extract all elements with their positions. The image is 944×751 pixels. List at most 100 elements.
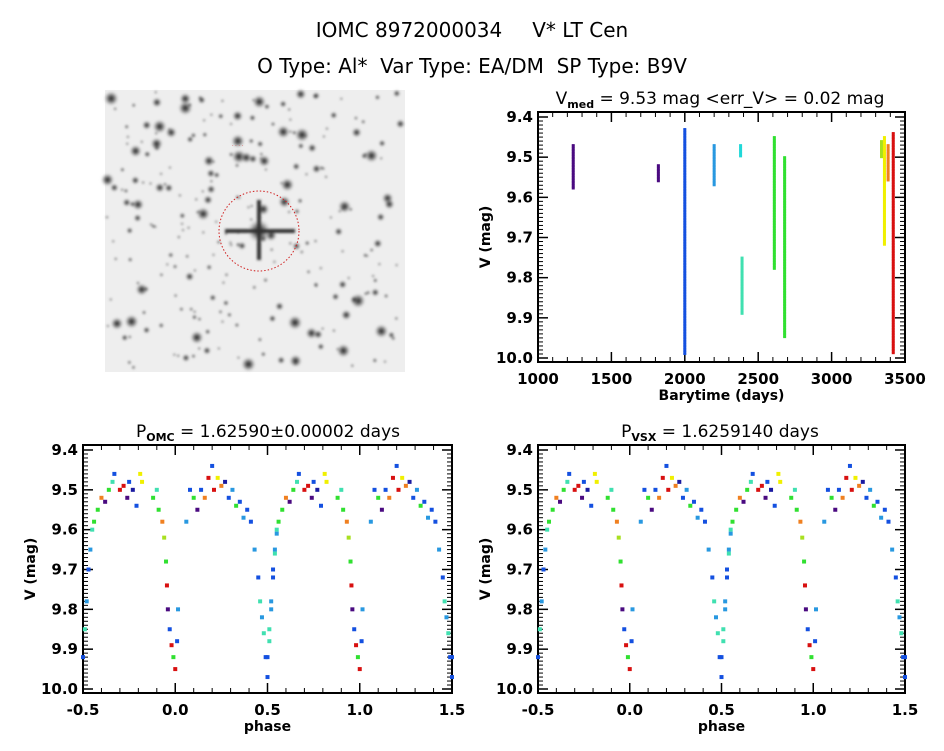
data-point <box>875 499 880 504</box>
data-point <box>683 269 687 272</box>
data-point <box>712 156 716 159</box>
star <box>221 281 226 285</box>
data-point <box>891 297 895 300</box>
data-point <box>783 300 787 303</box>
data-point <box>882 158 886 161</box>
data-point <box>683 163 687 166</box>
data-point <box>683 150 687 153</box>
data-point <box>710 575 715 580</box>
star <box>288 130 292 134</box>
data-point <box>117 487 122 492</box>
data-point <box>882 227 886 230</box>
data-point <box>683 181 687 184</box>
data-point <box>259 615 264 620</box>
data-point <box>740 287 744 290</box>
data-point <box>891 178 895 181</box>
data-point <box>783 193 787 196</box>
data-point <box>683 155 687 158</box>
data-point <box>740 303 744 306</box>
data-point <box>110 479 115 484</box>
star <box>206 169 216 178</box>
data-point <box>683 189 687 192</box>
star <box>224 273 229 277</box>
data-point <box>162 535 167 540</box>
data-point <box>571 185 575 188</box>
data-point <box>739 152 743 155</box>
star <box>120 188 124 192</box>
x-tick-label: 0.0 <box>616 701 643 719</box>
data-point <box>683 182 687 185</box>
data-point <box>886 163 890 166</box>
data-point <box>683 298 687 301</box>
data-point <box>825 487 830 492</box>
data-point <box>160 519 165 524</box>
data-point <box>653 487 658 492</box>
data-point <box>571 168 575 171</box>
data-point <box>721 639 726 644</box>
data-point <box>891 276 895 279</box>
data-point <box>712 148 716 151</box>
star <box>129 144 142 158</box>
data-point <box>772 147 776 150</box>
data-point <box>683 311 687 314</box>
data-point <box>891 201 895 204</box>
data-point <box>783 180 787 183</box>
star <box>341 249 345 253</box>
data-point <box>372 487 377 492</box>
data-point <box>772 254 776 257</box>
star <box>180 222 184 226</box>
data-point <box>437 547 442 552</box>
data-point <box>154 487 159 492</box>
data-point <box>891 337 895 340</box>
data-point <box>712 173 716 176</box>
data-point <box>772 197 776 200</box>
star <box>306 269 311 274</box>
data-point <box>772 219 776 222</box>
data-point <box>683 351 687 354</box>
star <box>234 163 240 168</box>
data-point <box>683 277 687 280</box>
data-point <box>783 260 787 263</box>
data-point <box>880 146 884 149</box>
data-point <box>740 307 744 310</box>
data-point <box>772 136 776 139</box>
data-point <box>772 222 776 225</box>
data-point <box>783 324 787 327</box>
data-point <box>683 256 687 259</box>
data-point <box>772 187 776 190</box>
plot-frame <box>537 111 906 363</box>
data-point <box>656 167 660 170</box>
data-point <box>783 249 787 252</box>
data-point <box>772 227 776 230</box>
star <box>260 351 266 357</box>
data-point <box>783 175 787 178</box>
data-point <box>683 293 687 296</box>
star <box>338 209 342 213</box>
data-point <box>175 639 180 644</box>
data-point <box>683 254 687 257</box>
data-point <box>400 475 405 480</box>
star <box>275 302 284 311</box>
data-point <box>677 479 682 484</box>
data-point <box>683 200 687 203</box>
data-point <box>882 176 886 179</box>
data-point <box>740 263 744 266</box>
data-point <box>739 155 743 158</box>
data-point <box>296 471 301 476</box>
star <box>256 140 264 148</box>
data-point <box>396 487 401 492</box>
data-point <box>783 284 787 287</box>
data-point <box>783 297 787 300</box>
data-point <box>322 471 327 476</box>
star <box>110 183 119 192</box>
data-point <box>712 152 716 155</box>
data-point <box>882 243 886 246</box>
data-point <box>740 296 744 299</box>
data-point <box>683 145 687 148</box>
data-point <box>882 160 886 163</box>
data-point <box>740 256 744 259</box>
data-point <box>683 203 687 206</box>
data-point <box>891 136 895 139</box>
data-point <box>891 233 895 236</box>
star <box>168 252 174 258</box>
